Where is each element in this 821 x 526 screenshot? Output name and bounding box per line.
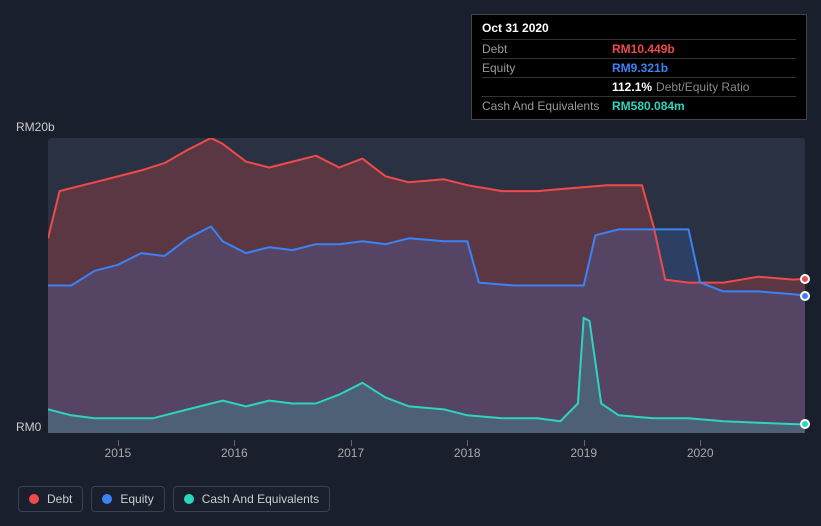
legend-dot-icon	[102, 494, 112, 504]
legend-dot-icon	[29, 494, 39, 504]
x-tick-label: 2018	[454, 446, 481, 460]
end-marker-equity	[800, 291, 810, 301]
legend-label: Equity	[120, 492, 153, 506]
tooltip-label: Cash And Equivalents	[482, 99, 612, 113]
legend-item-equity[interactable]: Equity	[91, 486, 164, 512]
chart-container	[16, 128, 805, 433]
chart-plot-area[interactable]	[48, 138, 805, 433]
x-tick-label: 2019	[570, 446, 597, 460]
chart-tooltip: Oct 31 2020 DebtRM10.449bEquityRM9.321b1…	[471, 14, 807, 120]
chart-legend: Debt Equity Cash And Equivalents	[18, 486, 330, 512]
tooltip-row: Cash And EquivalentsRM580.084m	[482, 96, 796, 115]
tooltip-row: EquityRM9.321b	[482, 58, 796, 77]
tooltip-value: RM580.084m	[612, 99, 685, 113]
tooltip-row: 112.1% Debt/Equity Ratio	[482, 77, 796, 96]
tooltip-value: 112.1%	[612, 80, 652, 94]
chart-svg	[48, 138, 805, 433]
tooltip-value: RM10.449b	[612, 42, 675, 56]
x-axis: 2015 2016 2017 2018 2019 2020	[48, 440, 805, 460]
tooltip-row: DebtRM10.449b	[482, 39, 796, 58]
legend-item-debt[interactable]: Debt	[18, 486, 83, 512]
x-tick-label: 2020	[687, 446, 714, 460]
tooltip-label: Equity	[482, 61, 612, 75]
tooltip-label: Debt	[482, 42, 612, 56]
legend-label: Cash And Equivalents	[202, 492, 319, 506]
series-area-equity	[48, 227, 805, 434]
tooltip-value: RM9.321b	[612, 61, 668, 75]
tooltip-sublabel: Debt/Equity Ratio	[656, 80, 749, 94]
tooltip-date: Oct 31 2020	[482, 21, 796, 39]
x-tick-label: 2015	[105, 446, 132, 460]
legend-item-cash-and-equivalents[interactable]: Cash And Equivalents	[173, 486, 330, 512]
end-marker-cash-and-equivalents	[800, 419, 810, 429]
end-marker-debt	[800, 274, 810, 284]
legend-label: Debt	[47, 492, 72, 506]
x-tick-label: 2017	[337, 446, 364, 460]
x-tick-label: 2016	[221, 446, 248, 460]
legend-dot-icon	[184, 494, 194, 504]
